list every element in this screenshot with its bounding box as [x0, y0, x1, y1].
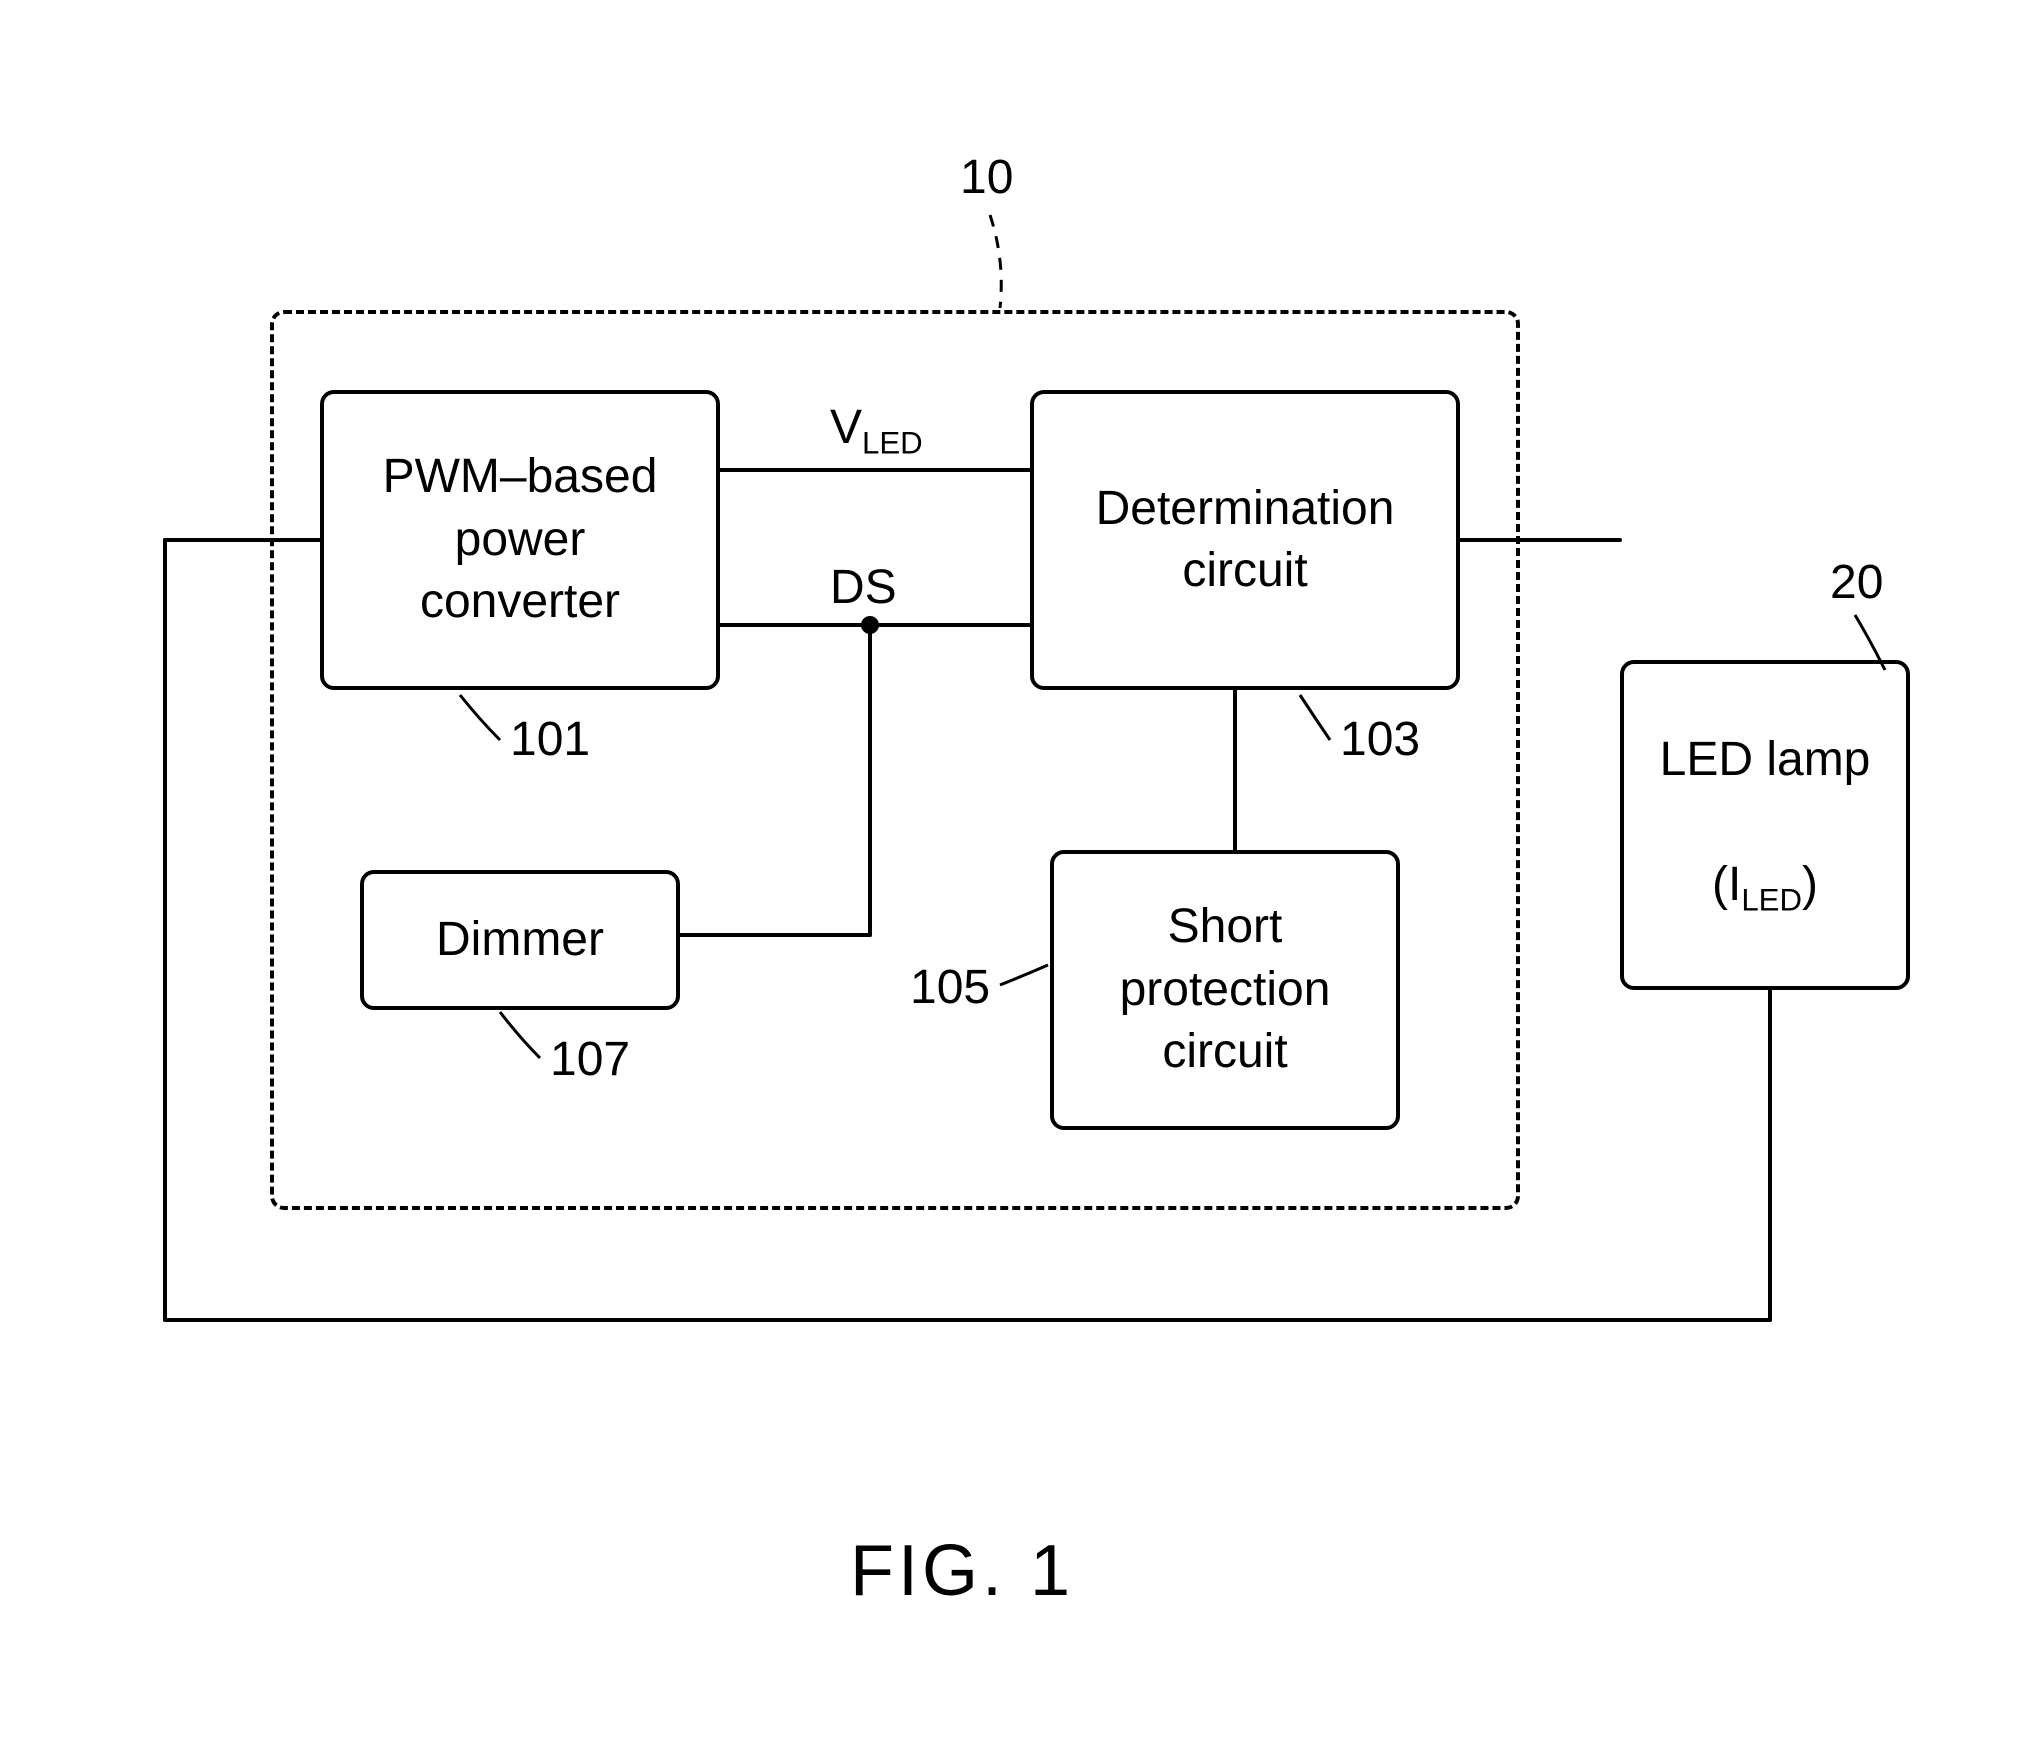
- dimmer-text: Dimmer: [436, 909, 604, 971]
- figure-caption: FIG. 1: [850, 1530, 1074, 1612]
- vled-signal-label: VLED: [830, 400, 923, 462]
- ref-103: 103: [1340, 712, 1420, 767]
- ref-101: 101: [510, 712, 590, 767]
- led-lamp-text: LED lamp (ILED): [1660, 729, 1871, 921]
- ref-105: 105: [910, 960, 990, 1015]
- ref-20: 20: [1830, 555, 1883, 610]
- ds-signal-label: DS: [830, 560, 897, 615]
- pwm-block: PWM–based power converter: [320, 390, 720, 690]
- determination-block: Determination circuit: [1030, 390, 1460, 690]
- short-protection-text: Short protection circuit: [1120, 896, 1331, 1083]
- short-protection-block: Short protection circuit: [1050, 850, 1400, 1130]
- ref-107: 107: [550, 1032, 630, 1087]
- ref-10: 10: [960, 150, 1013, 205]
- dimmer-block: Dimmer: [360, 870, 680, 1010]
- determination-text: Determination circuit: [1096, 478, 1395, 603]
- diagram-canvas: PWM–based power converter Determination …: [0, 0, 2039, 1741]
- led-lamp-block: LED lamp (ILED): [1620, 660, 1910, 990]
- pwm-text: PWM–based power converter: [383, 446, 658, 633]
